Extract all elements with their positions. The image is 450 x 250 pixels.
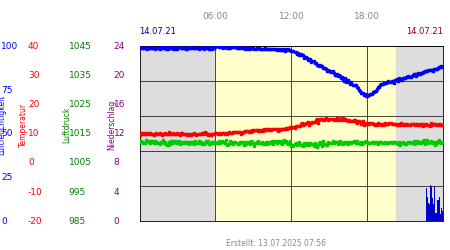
Text: Erstellt: 13.07.2025 07:56: Erstellt: 13.07.2025 07:56 [226, 238, 326, 248]
Text: 1005: 1005 [69, 158, 92, 168]
Bar [426, 188, 427, 221]
Text: 18:00: 18:00 [355, 12, 380, 21]
Bar [434, 186, 435, 221]
Text: 1035: 1035 [69, 71, 92, 80]
Bar [432, 198, 433, 221]
Text: 1015: 1015 [69, 129, 92, 138]
Text: 16: 16 [114, 100, 126, 109]
Text: 40: 40 [28, 42, 39, 51]
Text: 20: 20 [28, 100, 39, 109]
Text: 4: 4 [114, 188, 120, 196]
Text: Luftdruck: Luftdruck [62, 107, 71, 143]
Bar [440, 214, 441, 221]
Bar [396, 46, 443, 221]
Text: Temperatur: Temperatur [19, 103, 28, 147]
Bar [216, 46, 396, 221]
Text: 14.07.21: 14.07.21 [140, 27, 176, 36]
Text: 30: 30 [28, 71, 40, 80]
Text: 995: 995 [69, 188, 86, 196]
Text: 0: 0 [1, 217, 7, 226]
Bar [430, 185, 431, 221]
Bar [140, 46, 216, 221]
Text: 75: 75 [1, 86, 13, 94]
Text: -10: -10 [28, 188, 43, 196]
Text: 12:00: 12:00 [279, 12, 304, 21]
Bar [427, 197, 428, 221]
Text: 1045: 1045 [69, 42, 92, 51]
Bar [436, 212, 437, 221]
Text: 8: 8 [114, 158, 120, 168]
Text: 12: 12 [114, 129, 125, 138]
Text: 0: 0 [28, 158, 34, 168]
Text: 100: 100 [1, 42, 18, 51]
Text: 06:00: 06:00 [202, 12, 228, 21]
Text: 25: 25 [1, 173, 13, 182]
Text: 24: 24 [114, 42, 125, 51]
Text: 10: 10 [28, 129, 40, 138]
Bar [437, 200, 438, 221]
Text: Luftfeuchtigkeit: Luftfeuchtigkeit [0, 95, 6, 155]
Bar [438, 197, 440, 221]
Text: 985: 985 [69, 217, 86, 226]
Bar [441, 212, 443, 221]
Text: 0: 0 [114, 217, 120, 226]
Bar [435, 214, 436, 221]
Text: Niederschlag: Niederschlag [107, 100, 116, 150]
Bar [433, 204, 434, 221]
Bar [431, 186, 432, 221]
Text: 20: 20 [114, 71, 125, 80]
Text: -20: -20 [28, 217, 42, 226]
Bar [428, 203, 429, 221]
Text: 14.07.21: 14.07.21 [406, 27, 443, 36]
Text: 1025: 1025 [69, 100, 92, 109]
Text: 50: 50 [1, 129, 13, 138]
Bar [429, 204, 430, 221]
